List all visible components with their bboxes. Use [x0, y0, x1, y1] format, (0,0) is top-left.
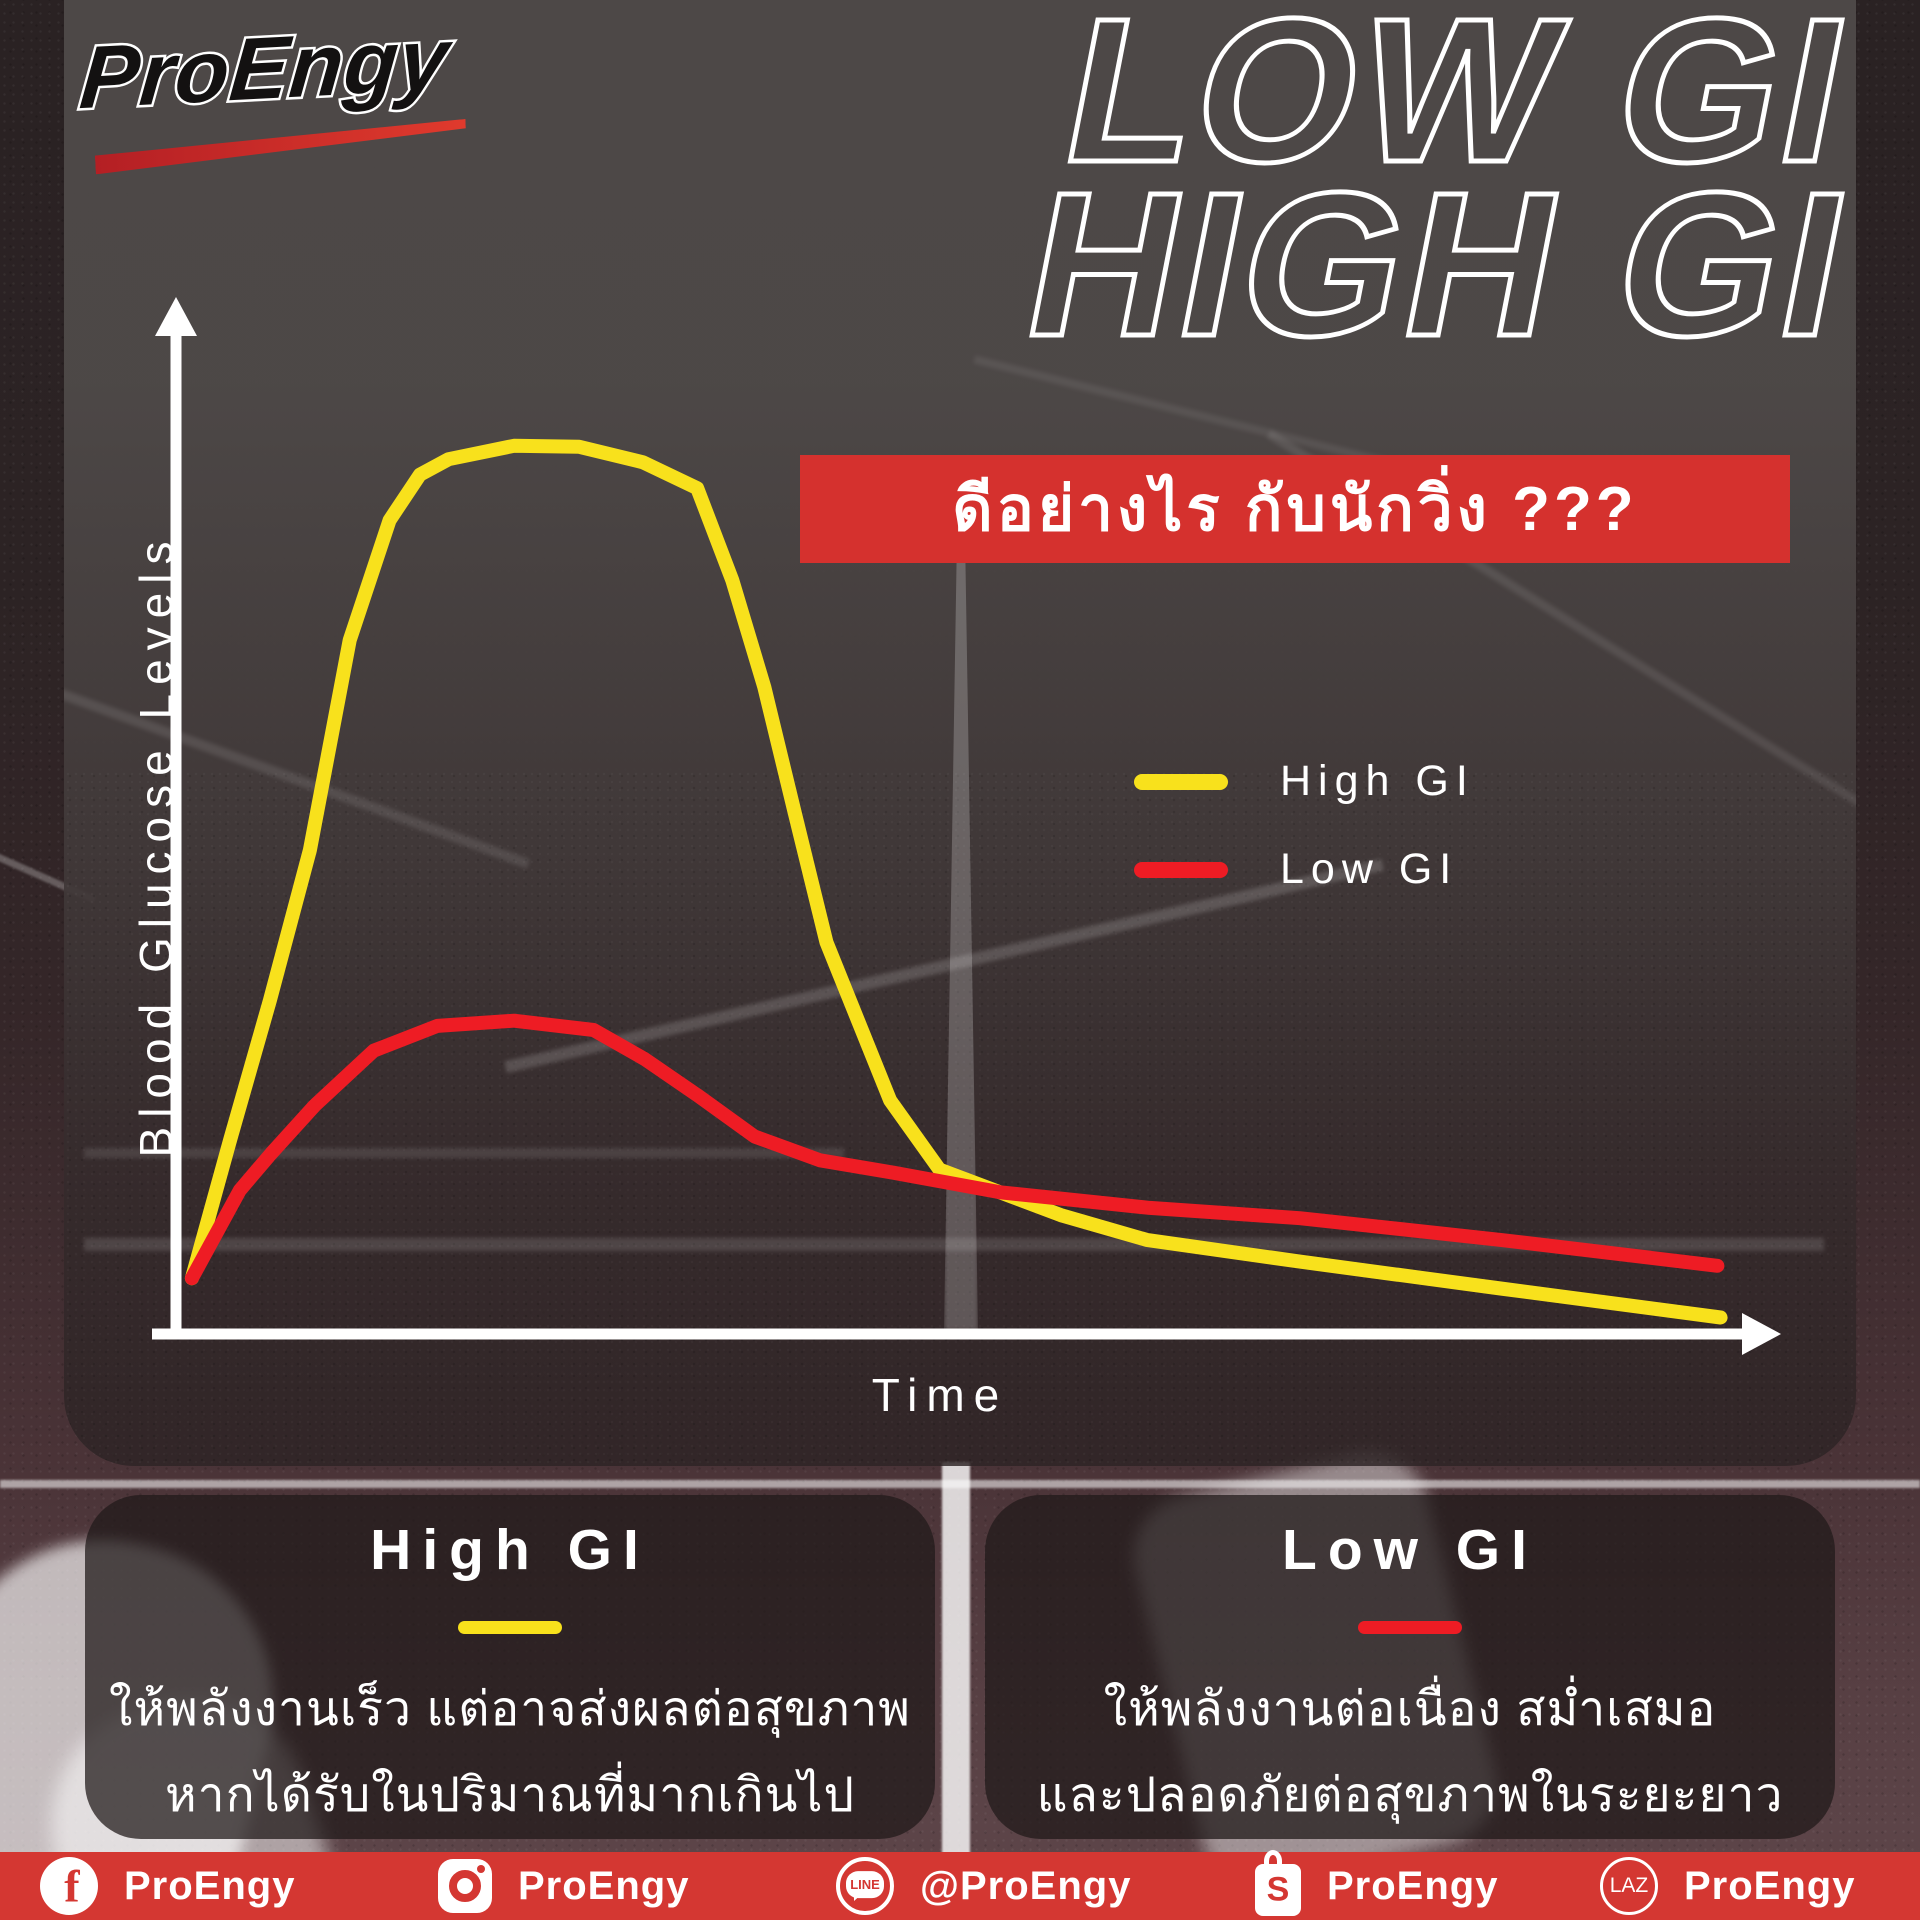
- lazada-icon-text: LAZ: [1609, 1874, 1649, 1897]
- high-gi-card: High GI ให้พลังงานเร็ว แต่อาจส่งผลต่อสุข…: [85, 1495, 935, 1839]
- panel-texture: [64, 770, 1856, 1466]
- shopee-icon: S: [1255, 1850, 1301, 1916]
- footer-shopee[interactable]: S ProEngy: [1255, 1850, 1499, 1920]
- chart-panel: [64, 0, 1856, 1466]
- legend-item-low-gi: Low GI: [1134, 845, 1458, 894]
- line-bubble-icon: LINE: [846, 1871, 884, 1899]
- legend-label-high-gi: High GI: [1280, 757, 1475, 805]
- instagram-flash-icon: [477, 1865, 485, 1873]
- question-banner-text: ดีอย่างไร กับนักวิ่ง ???: [952, 475, 1638, 544]
- footer-instagram[interactable]: ProEngy: [438, 1852, 689, 1920]
- line-icon: LINE: [836, 1857, 894, 1915]
- low-gi-card-underline: [1358, 1621, 1462, 1634]
- high-gi-card-underline: [458, 1621, 562, 1634]
- low-gi-swatch: [1134, 861, 1228, 878]
- page-title-line2: HIGH GI: [1007, 148, 1870, 382]
- high-gi-card-title: High GI: [370, 1518, 650, 1582]
- low-gi-card-line1: ให้พลังงานต่อเนื่อง สม่ำเสมอ: [1103, 1683, 1717, 1736]
- facebook-icon-letter: f: [64, 1860, 80, 1912]
- footer-shopee-label: ProEngy: [1327, 1863, 1499, 1908]
- x-axis-arrow-icon: [1742, 1313, 1781, 1355]
- legend-label-low-gi: Low GI: [1280, 845, 1459, 893]
- proengy-logo-swoosh: [94, 119, 467, 174]
- high-gi-curve: [184, 438, 1728, 1325]
- footer-line[interactable]: LINE @ProEngy: [836, 1852, 1131, 1920]
- proengy-logo-text: ProEngy: [74, 6, 456, 130]
- lane-line-faint-horizontal-2: [84, 1148, 844, 1158]
- footer-facebook-label: ProEngy: [124, 1863, 296, 1908]
- facebook-icon: f: [40, 1857, 98, 1915]
- lazada-icon: LAZ: [1600, 1857, 1658, 1915]
- footer-instagram-label: ProEngy: [518, 1863, 690, 1908]
- shopee-bag-handle-icon: [1264, 1850, 1282, 1872]
- x-axis-label: Time: [871, 1369, 1009, 1421]
- y-axis-arrow-icon: [155, 297, 197, 336]
- proengy-logo: ProEngy: [74, 5, 506, 187]
- high-gi-card-line1: ให้พลังงานเร็ว แต่อาจส่งผลต่อสุขภาพ: [109, 1683, 911, 1736]
- question-banner: ดีอย่างไร กับนักวิ่ง ???: [800, 455, 1790, 563]
- footer-facebook[interactable]: f ProEngy: [40, 1852, 295, 1920]
- legend-item-high-gi: High GI: [1134, 757, 1475, 806]
- instagram-icon: [438, 1859, 492, 1913]
- line-icon-text: LINE: [850, 1877, 880, 1893]
- high-gi-swatch: [1134, 773, 1228, 790]
- y-axis-label: Blood Glucose Levels: [130, 532, 182, 1158]
- high-gi-card-line2: หากได้รับในปริมาณที่มากเกินไป: [164, 1769, 856, 1822]
- social-footer: f ProEngy ProEngy LINE @ProEngy S: [0, 1850, 1920, 1920]
- instagram-lens-icon: [449, 1870, 481, 1902]
- footer-line-label: @ProEngy: [920, 1863, 1132, 1908]
- page-title: LOW GI HIGH GI: [1007, 0, 1870, 382]
- low-gi-card-title: Low GI: [1282, 1518, 1538, 1582]
- low-gi-card-line2: และปลอดภัยต่อสุขภาพในระยะยาว: [1036, 1769, 1784, 1822]
- footer-lazada[interactable]: LAZ ProEngy: [1600, 1852, 1855, 1920]
- track-lane-line-center: [942, 1462, 970, 1854]
- low-gi-curve: [184, 1013, 1725, 1286]
- lane-line-faint-horizontal-1: [84, 1238, 1824, 1251]
- line-bubble-tail-icon: [854, 1893, 863, 1901]
- low-gi-card: Low GI ให้พลังงานต่อเนื่อง สม่ำเสมอ และป…: [985, 1495, 1835, 1839]
- shopee-icon-letter: S: [1266, 1870, 1290, 1909]
- footer-lazada-label: ProEngy: [1684, 1863, 1856, 1908]
